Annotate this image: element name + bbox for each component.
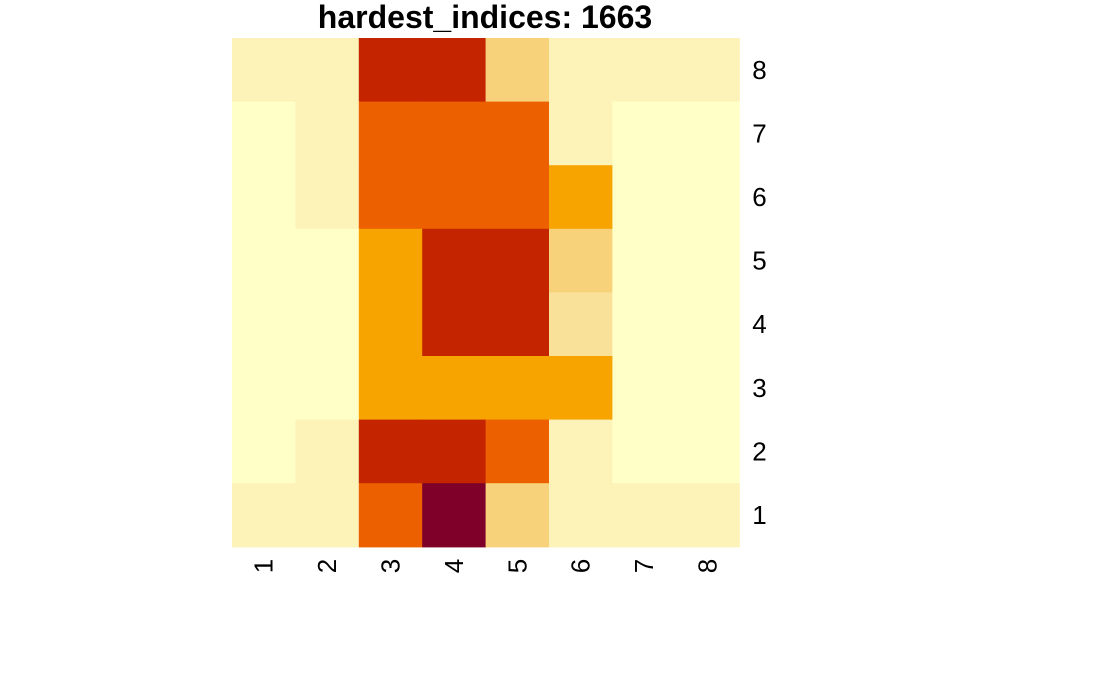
heatmap-cell-r8-c5 xyxy=(485,38,550,103)
x-tick-label: 2 xyxy=(312,559,342,573)
x-tick-label: 4 xyxy=(439,559,469,573)
x-tick-label: 8 xyxy=(693,559,723,573)
heatmap-cell-r1-c5 xyxy=(485,483,550,548)
heatmap-cell-r7-c3 xyxy=(358,101,423,166)
heatmap-cell-r2-c8 xyxy=(675,419,740,484)
heatmap-cell-r7-c6 xyxy=(549,101,613,166)
heatmap-cell-r8-c8 xyxy=(675,38,740,103)
heatmap-cell-r5-c3 xyxy=(358,228,423,293)
heatmap-cell-r4-c8 xyxy=(675,292,740,357)
heatmap-cell-r5-c2 xyxy=(295,228,360,293)
heatmap-cell-r2-c4 xyxy=(422,419,487,484)
heatmap-cell-r7-c5 xyxy=(485,101,550,166)
chart-title: hardest_indices: 1663 xyxy=(318,0,652,35)
y-tick-label: 1 xyxy=(752,500,766,530)
heatmap-cell-r6-c2 xyxy=(295,165,360,230)
heatmap-cell-r5-c6 xyxy=(549,228,613,293)
heatmap-cell-r4-c5 xyxy=(485,292,550,357)
heatmap-cells xyxy=(232,38,740,548)
heatmap-cell-r5-c4 xyxy=(422,228,487,293)
heatmap-cell-r1-c2 xyxy=(295,483,360,548)
heatmap-cell-r4-c4 xyxy=(422,292,487,357)
heatmap-cell-r2-c5 xyxy=(485,419,550,484)
heatmap-cell-r5-c5 xyxy=(485,228,550,293)
heatmap-cell-r6-c7 xyxy=(612,165,677,230)
heatmap-cell-r5-c7 xyxy=(612,228,677,293)
heatmap-cell-r1-c3 xyxy=(358,483,423,548)
heatmap-cell-r4-c1 xyxy=(232,292,296,357)
heatmap-cell-r2-c3 xyxy=(358,419,423,484)
heatmap-cell-r2-c2 xyxy=(295,419,360,484)
heatmap-cell-r6-c6 xyxy=(549,165,613,230)
heatmap-cell-r8-c4 xyxy=(422,38,487,103)
y-tick-label: 4 xyxy=(752,309,766,339)
heatmap-cell-r4-c7 xyxy=(612,292,677,357)
y-tick-label: 5 xyxy=(752,246,766,276)
heatmap-cell-r3-c7 xyxy=(612,356,677,421)
heatmap-cell-r1-c4 xyxy=(422,483,487,548)
heatmap-cell-r4-c6 xyxy=(549,292,613,357)
heatmap-cell-r6-c5 xyxy=(485,165,550,230)
heatmap-cell-r6-c1 xyxy=(232,165,296,230)
heatmap-cell-r1-c6 xyxy=(549,483,613,548)
heatmap-cell-r5-c1 xyxy=(232,228,296,293)
heatmap-cell-r4-c3 xyxy=(358,292,423,357)
heatmap-cell-r2-c6 xyxy=(549,419,613,484)
heatmap-cell-r3-c8 xyxy=(675,356,740,421)
heatmap-cell-r6-c4 xyxy=(422,165,487,230)
heatmap-cell-r5-c8 xyxy=(675,228,740,293)
heatmap-cell-r1-c1 xyxy=(232,483,296,548)
heatmap-cell-r7-c7 xyxy=(612,101,677,166)
y-tick-label: 2 xyxy=(752,436,766,466)
heatmap-cell-r1-c7 xyxy=(612,483,677,548)
heatmap-cell-r8-c3 xyxy=(358,38,423,103)
x-tick-label: 6 xyxy=(566,559,596,573)
heatmap-cell-r1-c8 xyxy=(675,483,740,548)
heatmap-cell-r6-c8 xyxy=(675,165,740,230)
heatmap-cell-r3-c3 xyxy=(358,356,423,421)
heatmap-cell-r3-c5 xyxy=(485,356,550,421)
y-axis-tick-labels: 1 2 3 4 5 6 7 8 xyxy=(752,55,766,530)
x-tick-label: 1 xyxy=(249,559,279,573)
y-tick-label: 8 xyxy=(752,55,766,85)
heatmap-cell-r4-c2 xyxy=(295,292,360,357)
heatmap-cell-r3-c2 xyxy=(295,356,360,421)
heatmap-cell-r7-c8 xyxy=(675,101,740,166)
x-tick-label: 5 xyxy=(502,559,532,573)
heatmap-cell-r3-c1 xyxy=(232,356,296,421)
y-tick-label: 6 xyxy=(752,182,766,212)
y-tick-label: 3 xyxy=(752,373,766,403)
heatmap-cell-r8-c6 xyxy=(549,38,613,103)
heatmap-cell-r6-c3 xyxy=(358,165,423,230)
heatmap-cell-r7-c1 xyxy=(232,101,296,166)
heatmap-cell-r3-c4 xyxy=(422,356,487,421)
heatmap-cell-r3-c6 xyxy=(549,356,613,421)
heatmap-cell-r8-c1 xyxy=(232,38,296,103)
heatmap-cell-r7-c4 xyxy=(422,101,487,166)
heatmap-cell-r7-c2 xyxy=(295,101,360,166)
heatmap-cell-r2-c1 xyxy=(232,419,296,484)
y-tick-label: 7 xyxy=(752,118,766,148)
heatmap-cell-r8-c7 xyxy=(612,38,677,103)
x-axis-tick-labels: 1 2 3 4 5 6 7 8 xyxy=(249,559,723,573)
heatmap-cell-r2-c7 xyxy=(612,419,677,484)
heatmap-cell-r8-c2 xyxy=(295,38,360,103)
x-tick-label: 7 xyxy=(629,559,659,573)
x-tick-label: 3 xyxy=(376,559,406,573)
